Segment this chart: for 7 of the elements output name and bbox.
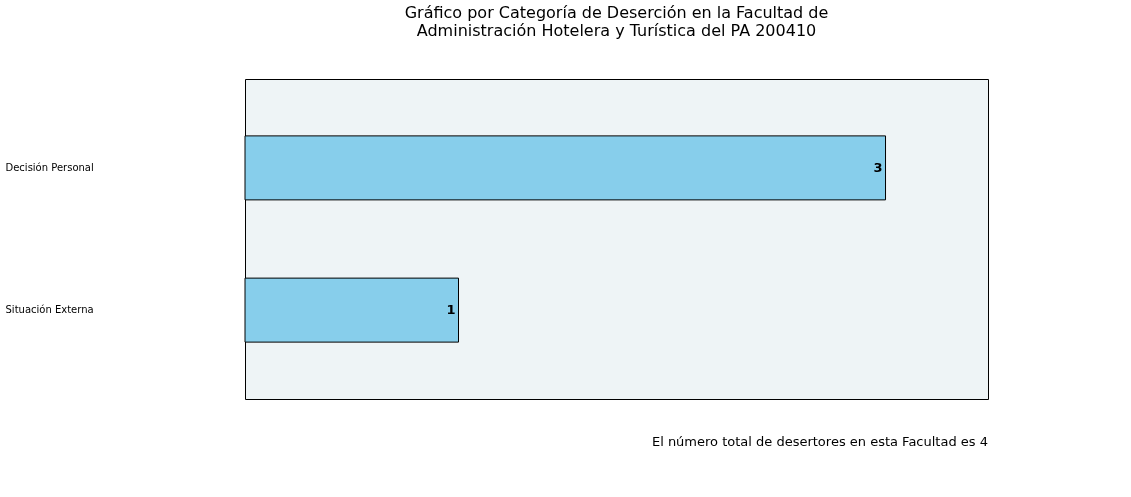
text: El número total de desertores en esta Facultad es 4 [651, 434, 988, 449]
text: Gráfico por Categoría de Deserción en la Facultad de [404, 3, 829, 22]
data-label: 3 [873, 159, 883, 175]
data-label: 1 [446, 302, 456, 318]
y-tick-label: Decisión Personal [5, 161, 94, 173]
text: Administración Hotelera y Turística del PA 200410 [416, 21, 817, 40]
y-tick-label: Situación Externa [5, 304, 94, 316]
